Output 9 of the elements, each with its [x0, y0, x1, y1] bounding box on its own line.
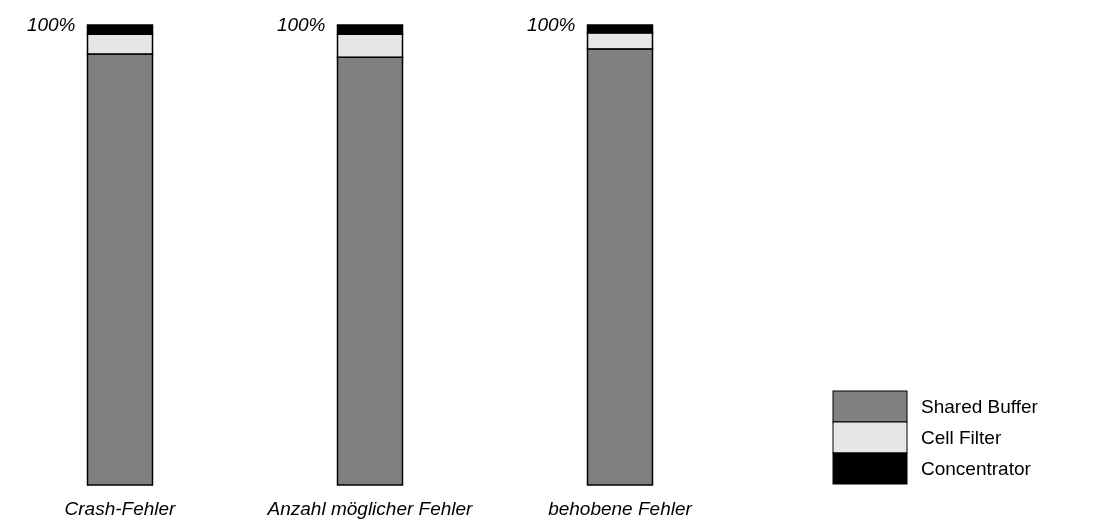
x-tick-label: Crash-Fehler — [64, 498, 177, 519]
x-tick-label: Anzahl möglicher Fehler — [266, 498, 474, 519]
legend-label: Shared Buffer — [921, 396, 1039, 417]
legend-label: Concentrator — [921, 458, 1032, 479]
total-label: 100% — [26, 14, 76, 35]
legend-label: Cell Filter — [921, 427, 1002, 448]
x-tick-label: behobene Fehler — [548, 498, 693, 519]
total-label: 100% — [526, 14, 576, 35]
total-label: 100% — [276, 14, 326, 35]
